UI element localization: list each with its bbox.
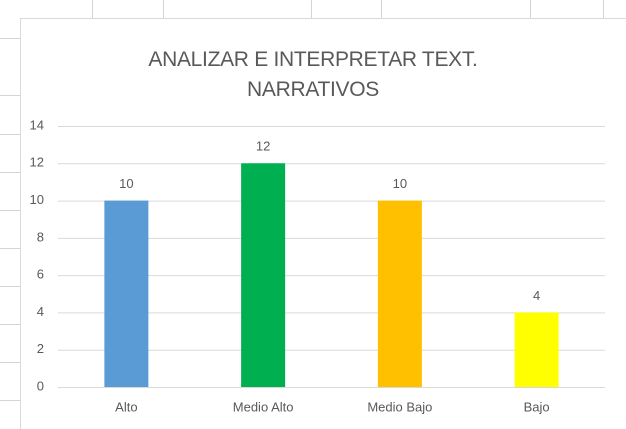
- x-tick-label: Medio Alto: [233, 399, 294, 414]
- x-tick-label: Medio Bajo: [367, 399, 432, 414]
- data-label: 4: [533, 288, 540, 303]
- bar: [241, 163, 286, 387]
- data-label: 10: [119, 176, 133, 191]
- x-tick-label: Bajo: [524, 399, 550, 414]
- y-tick-label: 10: [30, 192, 44, 207]
- x-tick-label: Alto: [115, 399, 137, 414]
- sheet-grid: [0, 0, 604, 401]
- data-label: 12: [256, 139, 270, 154]
- y-tick-label: 12: [30, 155, 44, 170]
- y-tick-label: 4: [37, 304, 44, 319]
- y-tick-label: 0: [37, 378, 44, 393]
- bar: [104, 200, 149, 387]
- y-tick-label: 8: [37, 229, 44, 244]
- y-tick-label: 6: [37, 267, 44, 282]
- bar: [377, 200, 422, 387]
- data-label: 10: [393, 176, 407, 191]
- y-tick-label: 2: [37, 341, 44, 356]
- y-tick-label: 14: [30, 117, 44, 132]
- bar: [514, 312, 559, 387]
- chart-title: ANALIZAR E INTERPRETAR TEXT. NARRATIVOS: [148, 48, 478, 101]
